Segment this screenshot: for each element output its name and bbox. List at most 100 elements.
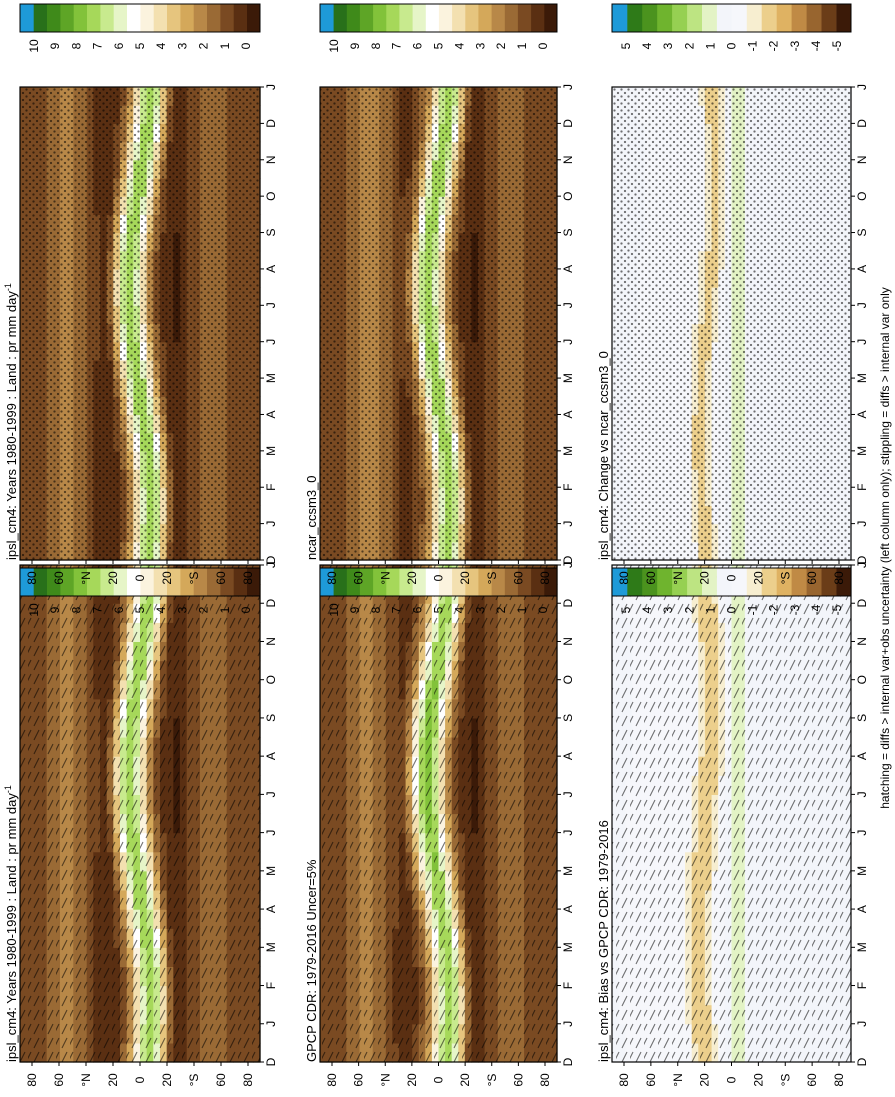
lat-tick-label: °N <box>378 571 392 584</box>
colorbar-swatch <box>504 568 518 596</box>
lat-tick-label: 20 <box>160 1073 174 1087</box>
colorbar-tick-label: 1 <box>515 606 529 613</box>
colorbar-tick-label: 6 <box>411 606 425 613</box>
month-tick-label: M <box>561 866 575 876</box>
colorbar-swatch <box>530 568 545 596</box>
colorbar-tick-label: 5 <box>133 42 147 49</box>
colorbar-swatch <box>46 4 61 32</box>
colorbar-tick-label: 7 <box>91 606 105 613</box>
month-tick-label: J <box>561 830 575 836</box>
colorbar-swatch <box>399 568 413 596</box>
lat-tick-label: °S <box>187 1074 201 1087</box>
colorbar-swatch <box>233 4 247 32</box>
lat-tick-label: 80 <box>241 1073 255 1087</box>
lat-tick-label: 20 <box>458 571 472 585</box>
colorbar-tick-label: 0 <box>239 42 253 49</box>
month-tick-label: J <box>264 562 278 568</box>
colorbar-swatch <box>166 568 181 596</box>
month-tick-label: J <box>561 562 575 568</box>
colorbar-tick-label: 3 <box>175 42 189 49</box>
month-tick-label: A <box>561 265 575 273</box>
month-tick-label: J <box>264 302 278 308</box>
colorbar-swatch <box>206 568 221 596</box>
month-tick-label: S <box>561 229 575 237</box>
colorbar-tick-label: 8 <box>69 42 83 49</box>
colorbar-tick-label: 2 <box>494 606 508 613</box>
lat-tick-label: 80 <box>25 1073 39 1087</box>
lat-tick-label: 80 <box>538 571 552 585</box>
colorbar-frame <box>19 567 261 597</box>
month-tick-label: M <box>264 866 278 876</box>
colorbar-frame <box>19 3 261 33</box>
colorbar-tick-label: 5 <box>133 606 147 613</box>
colorbar-swatch <box>193 4 207 32</box>
month-tick-label: O <box>264 675 278 684</box>
month-tick-label: J <box>561 302 575 308</box>
month-tick-label: A <box>561 752 575 760</box>
colorbar-tick-label: 9 <box>348 606 362 613</box>
colorbar-tick-label: 5 <box>432 606 446 613</box>
month-tick-label: N <box>561 637 575 646</box>
month-tick-label: D <box>561 599 575 608</box>
colorbar-tick-label: 3 <box>175 606 189 613</box>
lat-tick-label: 0 <box>133 574 147 581</box>
lat-tick-label: 60 <box>52 1073 66 1087</box>
lat-tick-label: 0 <box>432 1076 446 1083</box>
colorbar-swatch <box>320 568 334 596</box>
colorbar-frame <box>319 567 558 597</box>
colorbar-tick-label: 10 <box>327 39 341 53</box>
colorbar-swatch <box>464 4 479 32</box>
lat-tick-label: °N <box>79 1073 93 1086</box>
lat-tick-label: 80 <box>325 1073 339 1087</box>
colorbar-swatch <box>246 4 261 32</box>
colorbar-swatch <box>113 4 127 32</box>
colorbar-tick-label: 6 <box>411 42 425 49</box>
colorbar-swatch <box>33 4 47 32</box>
colorbar-swatch <box>33 568 47 596</box>
colorbar-tick-label: 10 <box>27 603 41 617</box>
month-tick-label: N <box>264 637 278 646</box>
month-tick-label: J <box>561 339 575 345</box>
panel-1-colorbar: 10 9 8 7 6 5 4 3 2 1 0 <box>19 567 261 617</box>
lat-tick-label: 20 <box>106 571 120 585</box>
colorbar-swatch <box>60 568 74 596</box>
lat-tick-label: 60 <box>214 571 228 585</box>
colorbar-tick-label: 2 <box>197 42 211 49</box>
panel-4-stippling <box>320 87 557 560</box>
colorbar-swatch <box>100 4 114 32</box>
colorbar-swatch <box>153 568 167 596</box>
lat-tick-label: 80 <box>241 571 255 585</box>
month-tick-label: N <box>264 155 278 164</box>
lat-tick-label: 80 <box>325 571 339 585</box>
colorbar-swatch <box>504 4 518 32</box>
month-tick-label: D <box>561 119 575 128</box>
month-tick-label: J <box>264 1021 278 1027</box>
colorbar-swatch <box>180 4 194 32</box>
colorbar-tick-label: 6 <box>112 42 126 49</box>
month-tick-label: A <box>264 752 278 760</box>
colorbar-tick-label: 4 <box>154 42 168 49</box>
month-tick-label: F <box>561 982 575 989</box>
colorbar-swatch <box>478 568 492 596</box>
panel-2-stippling <box>20 87 260 560</box>
month-tick-label: A <box>264 410 278 418</box>
lat-tick-label: 60 <box>511 1073 525 1087</box>
colorbar-swatch <box>372 4 387 32</box>
month-tick-label: J <box>264 791 278 797</box>
month-tick-label: F <box>264 982 278 989</box>
lat-tick-label: 60 <box>352 1073 366 1087</box>
month-tick-label: J <box>264 521 278 527</box>
month-tick-label: S <box>264 714 278 722</box>
colorbar-tick-label: 1 <box>218 42 232 49</box>
colorbar-swatch <box>385 568 400 596</box>
colorbar-swatch <box>372 568 387 596</box>
colorbar-tick-label: 7 <box>390 42 404 49</box>
lat-tick-label: 60 <box>52 571 66 585</box>
colorbar-swatch <box>451 568 466 596</box>
month-tick-label: D <box>561 555 575 564</box>
colorbar-swatch <box>73 4 87 32</box>
